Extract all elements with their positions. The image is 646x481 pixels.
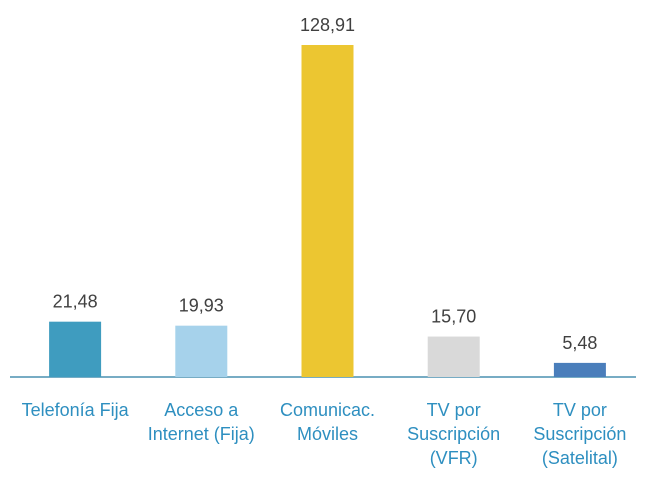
data-label: 21,48: [53, 292, 98, 312]
data-label: 15,70: [431, 307, 476, 327]
data-label: 128,91: [300, 15, 355, 35]
data-label: 19,93: [179, 296, 224, 316]
data-label: 5,48: [562, 333, 597, 353]
bar: [427, 336, 480, 377]
x-tick-label: Comunicac. Móviles: [279, 400, 376, 444]
x-tick-label: TV por Suscripción (Satelital): [533, 400, 627, 468]
bar: [301, 45, 354, 377]
x-tick-label: Telefonía Fija: [21, 400, 129, 420]
x-tick-label: Acceso a Internet (Fija): [147, 400, 255, 444]
bar: [175, 325, 228, 377]
bar: [553, 362, 606, 377]
bar: [49, 321, 102, 377]
x-tick-label: TV por Suscripción (VFR): [407, 400, 501, 468]
